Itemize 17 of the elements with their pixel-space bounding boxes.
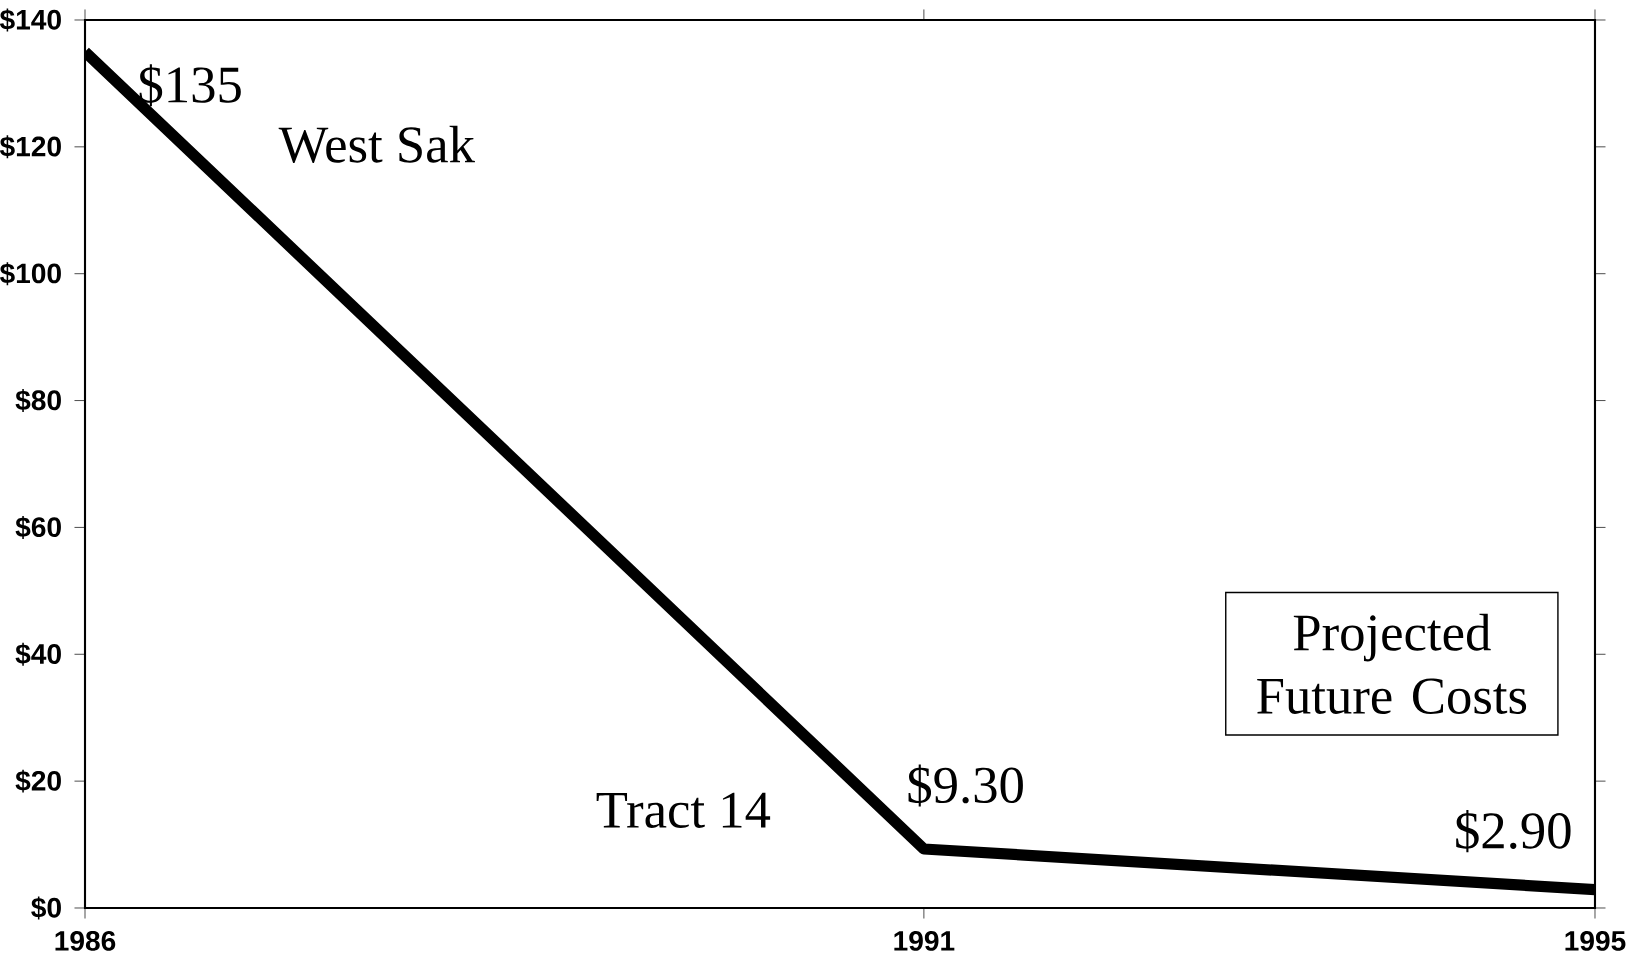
x-tick-label: 1991 [894,930,955,951]
y-tick-label: $140 [0,8,61,32]
y-tick-label: $0 [31,896,61,920]
y-tick-label: $60 [15,515,61,539]
x-tick-label: 1986 [55,930,116,951]
y-tick-label: $120 [0,135,61,159]
y-tick-label: $40 [15,642,61,666]
data-label: $9.30 [908,764,1023,807]
data-label: $135 [139,64,241,107]
y-tick-label: $80 [15,389,61,413]
data-label: $2.90 [1456,810,1571,853]
annotation: Projected Future Costs [1257,613,1527,714]
annotation: Tract 14 [596,792,771,828]
x-tick-label: 1995 [1565,930,1626,951]
annotation: West Sak [278,125,475,163]
y-tick-label: $20 [15,769,61,793]
y-tick-label: $100 [0,262,61,286]
